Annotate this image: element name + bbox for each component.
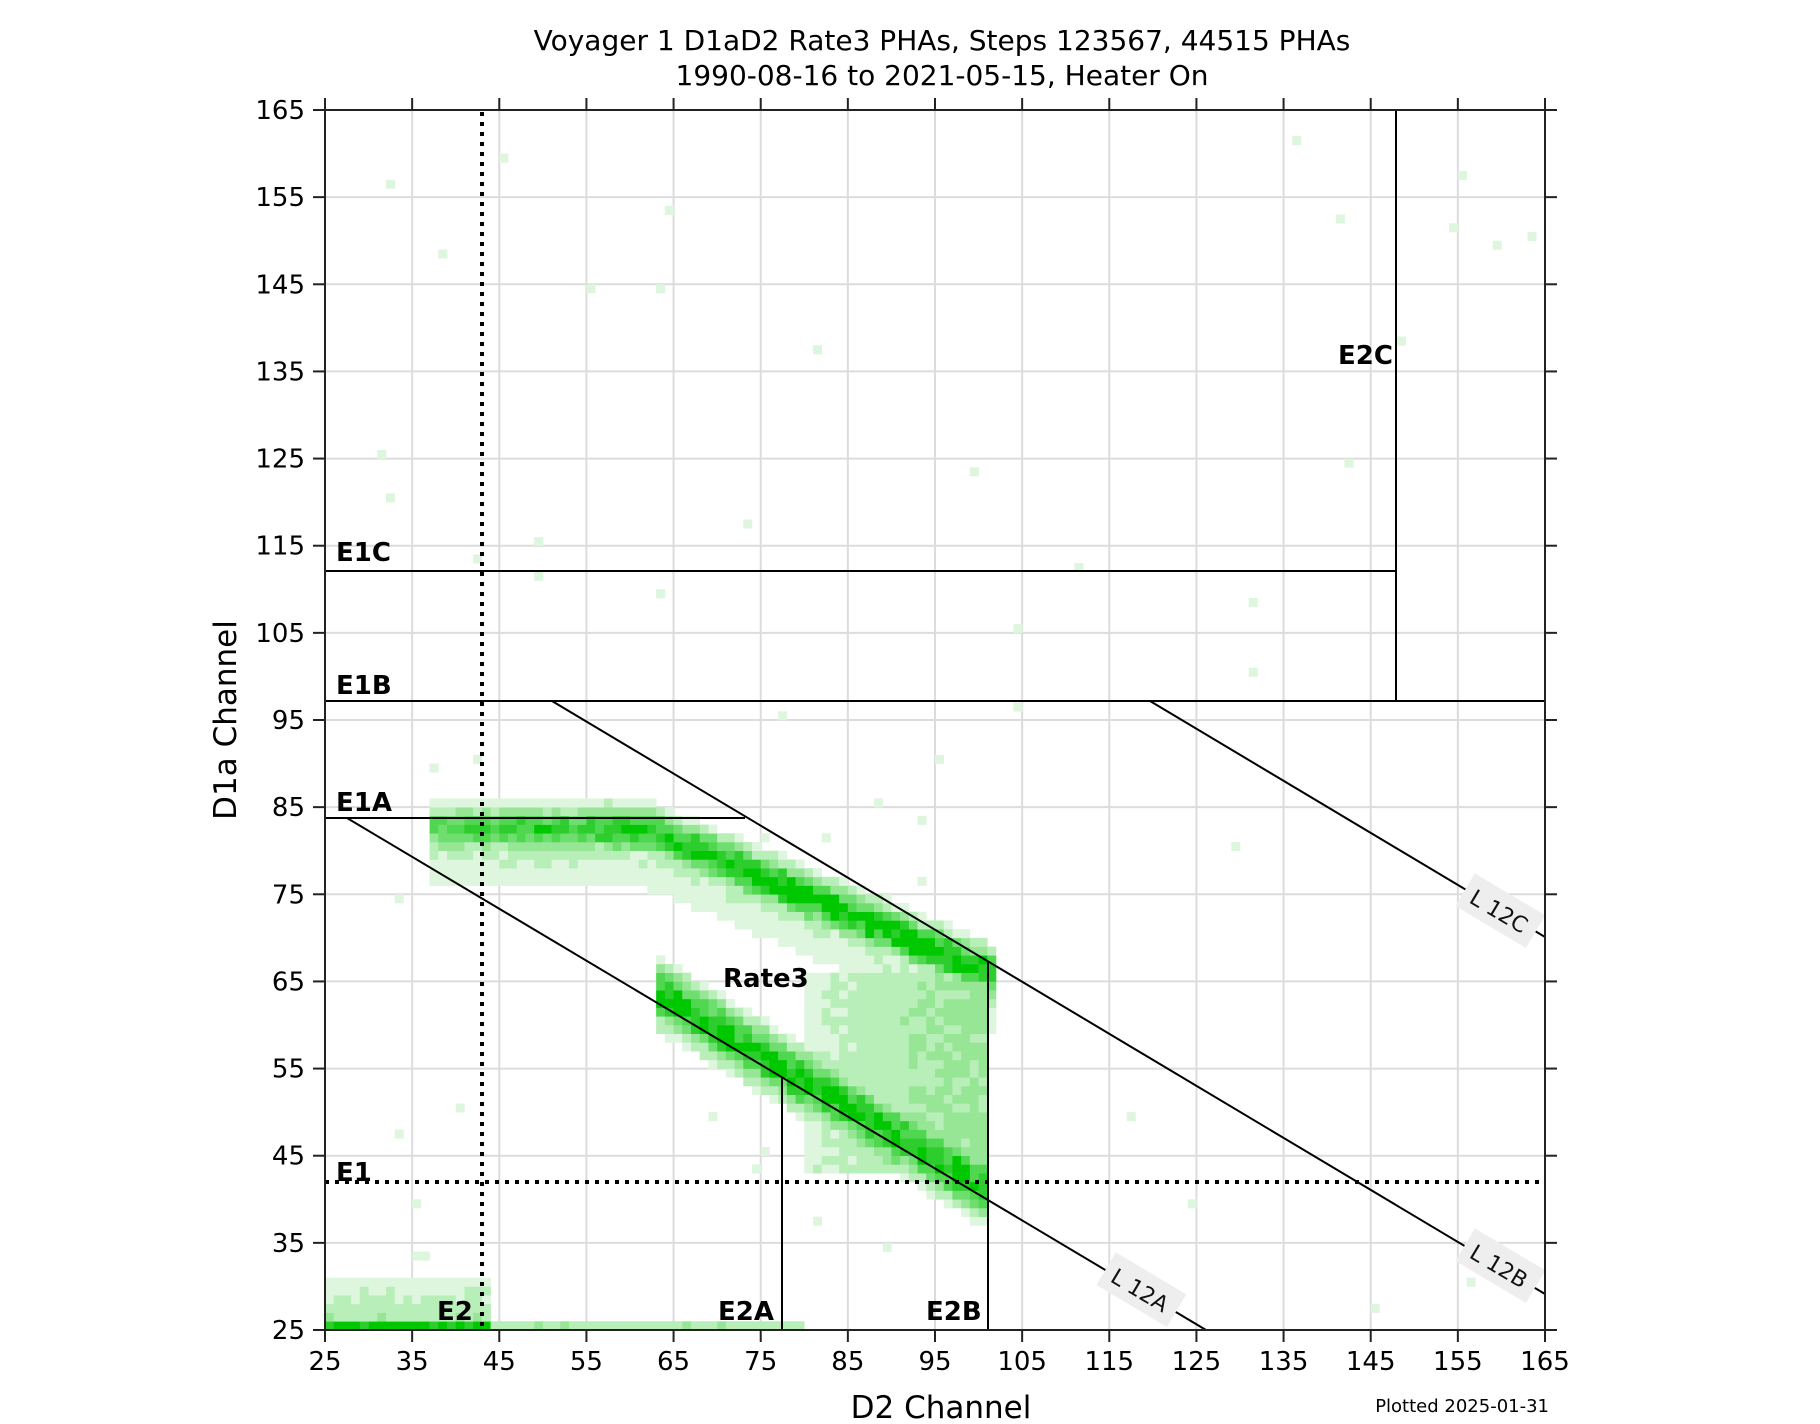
label-e1: E1	[336, 1158, 372, 1188]
x-axis-label: D2 Channel	[851, 1390, 1032, 1424]
chart-title: Voyager 1 D1aD2 Rate3 PHAs, Steps 123567…	[534, 24, 1351, 57]
x-tick-label: 145	[1346, 1347, 1396, 1377]
y-tick-label: 135	[255, 357, 305, 387]
heatmap-cells	[325, 136, 1537, 1331]
y-tick-label: 165	[255, 96, 305, 126]
l12a-label: L 12A	[1096, 1252, 1187, 1327]
label-e1a: E1A	[336, 788, 392, 818]
x-tick-label: 155	[1433, 1347, 1483, 1377]
l12a-line	[346, 817, 1207, 1331]
label-rate3: Rate3	[723, 964, 809, 994]
y-tick-label: 115	[255, 532, 305, 562]
x-tick-label: 115	[1084, 1347, 1134, 1377]
y-tick-label: 65	[272, 967, 305, 997]
x-tick-label: 65	[657, 1347, 690, 1377]
y-tick-label: 145	[255, 270, 305, 300]
y-axis-label: D1a Channel	[208, 620, 244, 820]
l12b-label: L 12B	[1455, 1228, 1546, 1303]
x-tick-label: 35	[396, 1347, 429, 1377]
l12b-line	[551, 700, 1546, 1295]
x-tick-label: 85	[831, 1347, 864, 1377]
y-tick-label: 85	[272, 793, 305, 823]
x-tick-label: 105	[997, 1347, 1047, 1377]
y-tick-label: 55	[272, 1055, 305, 1085]
label-e2: E2	[437, 1297, 473, 1327]
y-tick-label: 125	[255, 445, 305, 475]
y-tick-label: 35	[272, 1229, 305, 1259]
y-tick-label: 75	[272, 880, 305, 910]
y-tick-label: 45	[272, 1142, 305, 1172]
plotted-date: Plotted 2025-01-31	[1375, 1396, 1549, 1417]
y-tick-label: 95	[272, 706, 305, 736]
y-tick-label: 105	[255, 619, 305, 649]
axis-tick-labels: 25 35 45 55 65 75 85 95 105 115 125 135 145 155 165 25 3…	[255, 96, 1569, 1377]
y-tick-label: 25	[272, 1316, 305, 1346]
label-e2c: E2C	[1338, 341, 1393, 371]
label-e1c: E1C	[336, 538, 391, 568]
x-tick-label: 55	[570, 1347, 603, 1377]
label-e2a: E2A	[718, 1297, 774, 1327]
y-tick-label: 155	[255, 183, 305, 213]
label-e1b: E1B	[336, 671, 392, 701]
label-e2b: E2B	[926, 1297, 982, 1327]
x-tick-label: 45	[483, 1347, 516, 1377]
x-tick-label: 75	[744, 1347, 777, 1377]
x-tick-label: 25	[308, 1347, 341, 1377]
x-tick-label: 135	[1259, 1347, 1309, 1377]
chart-subtitle: 1990-08-16 to 2021-05-15, Heater On	[676, 59, 1209, 92]
x-tick-label: 95	[918, 1347, 951, 1377]
l12c-label: L 12C	[1455, 873, 1546, 948]
axis-ticks	[313, 98, 1557, 1342]
x-tick-label: 125	[1172, 1347, 1222, 1377]
x-tick-label: 165	[1520, 1347, 1570, 1377]
